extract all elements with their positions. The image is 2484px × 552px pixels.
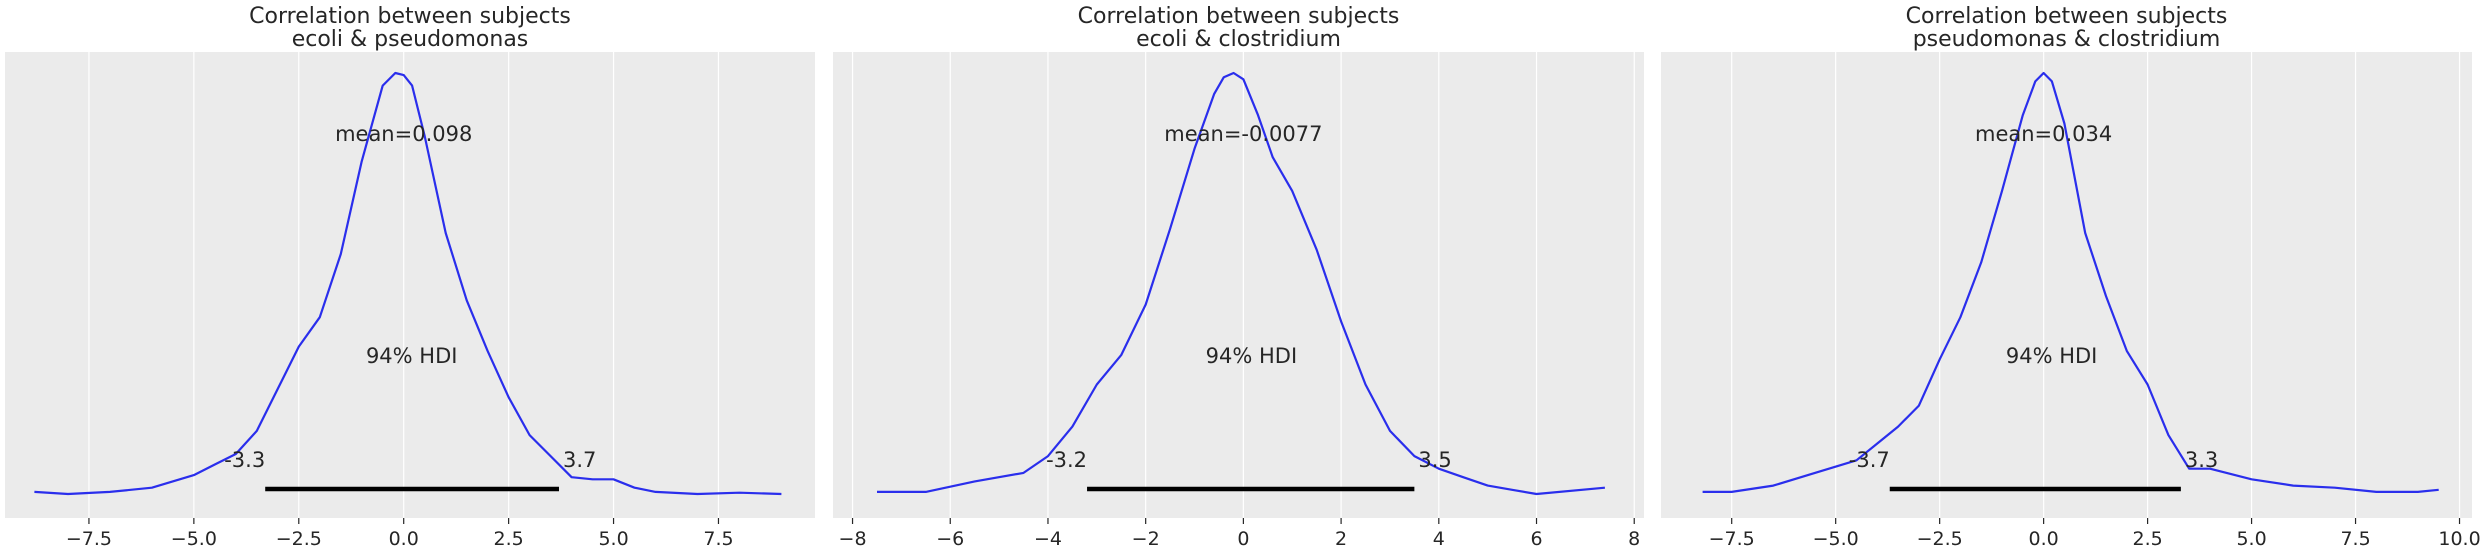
hdi-low-label: -3.2 <box>1046 448 1087 472</box>
x-tick-label: −5.0 <box>171 528 217 550</box>
chart-title: Correlation between subjects <box>249 4 571 29</box>
x-tick-label: −7.5 <box>66 528 112 550</box>
x-tick-label: 2.5 <box>494 528 524 550</box>
x-tick-label: −2.5 <box>1917 528 1963 550</box>
x-tick-label: 0.0 <box>2029 528 2059 550</box>
x-tick-label: 5.0 <box>598 528 628 550</box>
x-tick-label: 0.0 <box>389 528 419 550</box>
density-curve <box>877 71 1606 496</box>
chart-subtitle: pseudomonas & clostridium <box>1913 27 2221 52</box>
chart-panel-1: −7.5 −5.0 −2.5 0.0 2.5 5.0 7.5 Correlation betw… <box>5 4 815 550</box>
chart-subtitle: ecoli & pseudomonas <box>292 27 529 52</box>
mean-label: mean=0.098 <box>335 122 472 146</box>
mean-label: mean=-0.0077 <box>1164 122 1322 146</box>
hdi-high-label: 3.5 <box>1418 448 1451 472</box>
x-tick-label: −6 <box>936 528 964 550</box>
x-tick-label: −2.5 <box>276 528 322 550</box>
plot-background <box>5 52 815 518</box>
chart-title: Correlation between subjects <box>1078 4 1400 29</box>
x-tick-label: 2.5 <box>2132 528 2162 550</box>
density-curve <box>1702 71 2439 493</box>
x-tick-label: −7.5 <box>1709 528 1755 550</box>
x-tick-label: −2 <box>1132 528 1160 550</box>
hdi-label: 94% HDI <box>2006 344 2098 368</box>
x-tick-label: 8 <box>1628 528 1640 550</box>
x-tick-label: 7.5 <box>2340 528 2370 550</box>
x-tick-label: 0 <box>1237 528 1249 550</box>
x-tick-label: 4 <box>1433 528 1445 550</box>
hdi-label: 94% HDI <box>1206 344 1298 368</box>
x-tick-label: −5.0 <box>1813 528 1859 550</box>
x-tick-label: −4 <box>1034 528 1062 550</box>
x-tick-label: 7.5 <box>703 528 733 550</box>
hdi-label: 94% HDI <box>366 344 458 368</box>
hdi-low-label: -3.7 <box>1849 448 1890 472</box>
chart-panel-2: −8 −6 −4 −2 0 2 4 6 8 Correlation between subject… <box>833 4 1644 550</box>
chart-subtitle: ecoli & clostridium <box>1136 27 1341 52</box>
x-tick-label: −8 <box>839 528 867 550</box>
x-tick-label: 10.0 <box>2438 528 2480 550</box>
x-tick-label: 5.0 <box>2236 528 2266 550</box>
hdi-low-label: -3.3 <box>224 448 265 472</box>
hdi-high-label: 3.3 <box>2185 448 2218 472</box>
x-tick-label: 2 <box>1335 528 1347 550</box>
chart-title: Correlation between subjects <box>1906 4 2228 29</box>
x-tick-label: 6 <box>1530 528 1542 550</box>
hdi-high-label: 3.7 <box>563 448 596 472</box>
chart-panel-3: −7.5 −5.0 −2.5 0.0 2.5 5.0 7.5 10.0 Correlation … <box>1661 4 2481 550</box>
mean-label: mean=0.034 <box>1975 122 2112 146</box>
density-curve <box>34 71 782 496</box>
plot-background <box>833 52 1644 518</box>
